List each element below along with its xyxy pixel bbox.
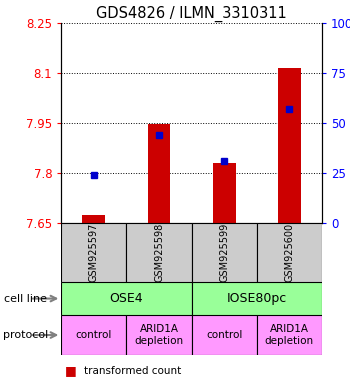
Text: OSE4: OSE4 (110, 292, 143, 305)
Text: control: control (206, 330, 243, 340)
Bar (192, 282, 322, 315)
Bar (61, 315, 126, 355)
Bar (213, 164, 236, 223)
Bar (192, 223, 257, 282)
Text: IOSE80pc: IOSE80pc (227, 292, 287, 305)
Bar (83, 215, 105, 223)
Bar (61, 282, 192, 315)
Bar (126, 315, 192, 355)
Text: transformed count: transformed count (84, 366, 181, 376)
Bar (192, 315, 257, 355)
Text: protocol: protocol (4, 330, 49, 340)
Text: ARID1A
depletion: ARID1A depletion (265, 324, 314, 346)
Text: GSM925598: GSM925598 (154, 223, 164, 282)
Bar (278, 68, 301, 223)
Text: control: control (76, 330, 112, 340)
Title: GDS4826 / ILMN_3310311: GDS4826 / ILMN_3310311 (96, 5, 287, 22)
Bar (257, 223, 322, 282)
Text: cell line: cell line (4, 293, 47, 304)
Bar (148, 124, 170, 223)
Text: GSM925597: GSM925597 (89, 223, 99, 282)
Bar (61, 223, 126, 282)
Text: GSM925599: GSM925599 (219, 223, 229, 282)
Text: GSM925600: GSM925600 (285, 223, 294, 282)
Bar (257, 315, 322, 355)
Text: ARID1A
depletion: ARID1A depletion (134, 324, 184, 346)
Bar (126, 223, 192, 282)
Text: ■: ■ (65, 383, 77, 384)
Text: ■: ■ (65, 364, 77, 377)
